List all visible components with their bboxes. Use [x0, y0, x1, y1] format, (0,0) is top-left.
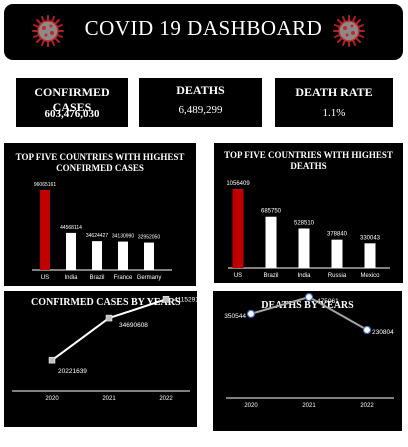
kpi-value: 1.1% — [322, 107, 346, 119]
virus-icon — [333, 15, 365, 47]
data-point — [48, 356, 56, 364]
data-label: 685750 — [261, 209, 282, 215]
bar — [364, 243, 376, 268]
x-tick-label: 2021 — [102, 396, 116, 402]
data-point — [362, 325, 372, 335]
chart-top-confirmed: TOP FIVE COUNTRIES WITH HIGHEST CONFIRME… — [4, 143, 196, 286]
x-tick-label: Germany — [137, 275, 162, 281]
kpi-confirmed-cases: CONFIRMED CASES 603,476,030 — [16, 78, 128, 127]
data-point — [304, 292, 314, 302]
data-label: 20221639 — [58, 368, 87, 375]
data-label: 34624427 — [86, 233, 108, 239]
x-tick-label: Russia — [328, 273, 347, 279]
x-tick-label: 2020 — [45, 396, 59, 402]
chart-title: DEATHS BY YEARS — [261, 300, 354, 311]
chart-confirmed-by-years: CONFIRMED CASES BY YEARS 20221639 2020 346… — [4, 291, 197, 427]
chart-top-deaths: TOP FIVE COUNTRIES WITH HIGHEST DEATHS 1… — [214, 143, 403, 283]
kpi-label: CONFIRMED CASES — [34, 85, 110, 114]
x-tick-label: Brazil — [89, 275, 104, 281]
bar — [265, 216, 277, 268]
bar — [40, 190, 50, 270]
bar-chart-confirmed: 96065161 US 44568114 India 34624427 Brazil 341… — [32, 182, 172, 281]
kpi-value: 6,489,299 — [178, 104, 223, 116]
data-label: 330043 — [360, 235, 381, 241]
x-tick-label: India — [64, 275, 78, 281]
data-point — [105, 314, 113, 322]
bar — [92, 241, 102, 270]
bar — [144, 242, 154, 270]
x-tick-label: 2021 — [302, 403, 316, 409]
chart-title: TOP FIVE COUNTRIES WITH HIGHEST DEATHS — [224, 150, 393, 171]
line-chart-confirmed: 20221639 2020 34690608 2021 41152914 2022 — [12, 296, 197, 402]
x-tick-label: 2022 — [159, 396, 173, 402]
data-label: 34690608 — [119, 322, 148, 329]
bar-chart-deaths: 1056409 US 685750 Brazil 528510 India 378840 Ru… — [226, 181, 390, 279]
x-tick-label: US — [234, 273, 242, 279]
chart-title: TOP FIVE COUNTRIES WITH HIGHEST CONFIRME… — [15, 152, 185, 173]
series-line — [250, 295, 368, 331]
bar — [232, 189, 244, 268]
virus-icon — [32, 15, 64, 47]
x-tick-label: France — [114, 275, 133, 281]
kpi-label: DEATHS — [176, 83, 225, 97]
x-tick-label: US — [41, 275, 49, 281]
data-label: 96065161 — [34, 182, 56, 188]
bar — [118, 241, 128, 270]
chart-title: CONFIRMED CASES BY YEARS — [31, 297, 181, 308]
bar — [298, 228, 310, 268]
data-label: 34130990 — [112, 234, 134, 240]
data-label: 350544 — [224, 313, 246, 320]
x-tick-label: Mexico — [360, 273, 380, 279]
dashboard-title: COVID 19 DASHBOARD — [84, 16, 323, 40]
series-line — [51, 298, 167, 361]
x-tick-label: 2020 — [244, 403, 258, 409]
x-tick-label: India — [297, 273, 311, 279]
x-tick-label: Brazil — [263, 273, 278, 279]
data-label: 41152914 — [174, 296, 197, 303]
x-tick-label: 2022 — [360, 403, 374, 409]
bar — [66, 232, 76, 270]
data-point — [246, 309, 256, 318]
data-label: 475061 — [317, 298, 339, 305]
kpi-label: DEATH RATE — [295, 85, 373, 99]
dashboard-header: COVID 19 DASHBOARD — [4, 4, 403, 60]
data-label: 528510 — [294, 220, 315, 226]
kpi-deaths: DEATHS 6,489,299 — [139, 78, 262, 127]
kpi-death-rate: DEATH RATE 1.1% — [275, 78, 393, 127]
data-point — [162, 296, 170, 303]
data-label: 230804 — [372, 329, 394, 336]
kpi-value: 603,476,030 — [44, 108, 100, 120]
data-label: 44568114 — [60, 225, 82, 231]
data-label: 32952050 — [138, 235, 160, 241]
chart-deaths-by-years: DEATHS BY YEARS 350544 2020 475061 2021 2308… — [213, 291, 402, 431]
line-chart-deaths: 350544 2020 475061 2021 230804 2022 — [224, 292, 394, 409]
data-label: 1056409 — [226, 181, 250, 187]
bar — [331, 239, 343, 268]
data-label: 378840 — [327, 232, 348, 238]
